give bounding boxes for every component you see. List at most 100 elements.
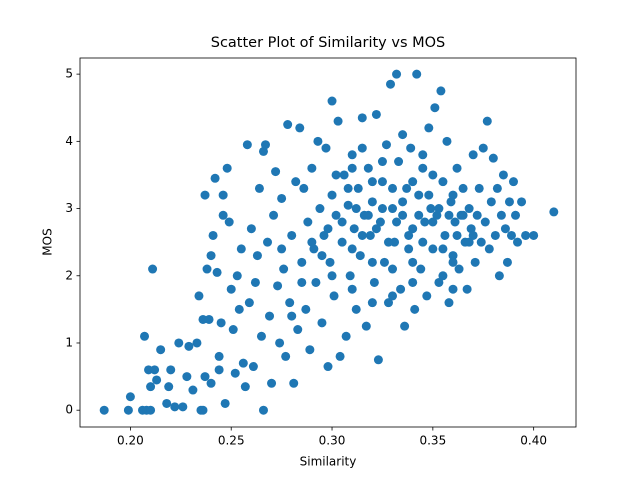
scatter-point [480, 217, 490, 227]
scatter-point [170, 402, 180, 412]
scatter-point [285, 298, 295, 308]
scatter-point [428, 244, 438, 254]
scatter-point [484, 244, 494, 254]
scatter-point [214, 365, 224, 375]
scatter-point [377, 177, 387, 187]
scatter-point [200, 372, 210, 382]
scatter-point [140, 331, 150, 341]
scatter-point [367, 298, 377, 308]
scatter-point [396, 284, 406, 294]
scatter-point [178, 402, 188, 412]
scatter-point [400, 321, 410, 331]
y-tick-label: 5 [65, 67, 73, 81]
scatter-point [152, 375, 162, 385]
scatter-point [289, 378, 299, 388]
scatter-point [529, 230, 539, 240]
scatter-point [448, 257, 458, 267]
scatter-point [287, 311, 297, 321]
scatter-point [436, 86, 446, 96]
scatter-point [327, 190, 337, 200]
scatter-point [438, 244, 448, 254]
scatter-point [204, 314, 214, 324]
scatter-point [267, 378, 277, 388]
scatter-point [291, 177, 301, 187]
scatter-point [408, 257, 418, 267]
scatter-point [494, 271, 504, 281]
scatter-point [317, 251, 327, 261]
y-tick-label: 1 [65, 335, 73, 349]
scatter-point [337, 237, 347, 247]
scatter-point [392, 69, 402, 79]
scatter-point [343, 183, 353, 193]
scatter-point [388, 291, 398, 301]
scatter-point [182, 372, 192, 382]
scatter-point [363, 210, 373, 220]
scatter-point [228, 325, 238, 335]
scatter-point [246, 224, 256, 234]
scatter-point [335, 351, 345, 361]
scatter-point [220, 398, 230, 408]
scatter-point [468, 230, 478, 240]
scatter-point [293, 325, 303, 335]
scatter-point [287, 230, 297, 240]
scatter-point [323, 362, 333, 372]
scatter-point [381, 140, 391, 150]
scatter-point [388, 264, 398, 274]
scatter-point [210, 173, 220, 183]
scatter-point [307, 163, 317, 173]
scatter-point [206, 251, 216, 261]
scatter-point [271, 167, 281, 177]
scatter-point [206, 378, 216, 388]
scatter-point [123, 405, 133, 415]
scatter-point [414, 190, 424, 200]
scatter-point [218, 190, 228, 200]
scatter-point [452, 230, 462, 240]
scatter-point [373, 355, 383, 365]
scatter-point [339, 170, 349, 180]
y-tick-label: 0 [65, 403, 73, 417]
scatter-point [440, 230, 450, 240]
scatter-point [506, 230, 516, 240]
scatter-point [398, 210, 408, 220]
scatter-point [424, 190, 434, 200]
scatter-point [256, 331, 266, 341]
scatter-point [517, 197, 527, 207]
x-tick-label: 0.40 [520, 434, 547, 448]
scatter-point [438, 271, 448, 281]
scatter-point [488, 153, 498, 163]
scatter-point [333, 116, 343, 126]
scatter-point [367, 197, 377, 207]
scatter-point [164, 382, 174, 392]
scatter-point [462, 284, 472, 294]
scatter-point [248, 362, 258, 372]
scatter-point [311, 277, 321, 287]
scatter-point [458, 210, 468, 220]
scatter-point [357, 113, 367, 123]
scatter-point [252, 251, 262, 261]
scatter-point [511, 210, 521, 220]
scatter-point [418, 163, 428, 173]
scatter-point [166, 365, 176, 375]
scatter-point [279, 264, 289, 274]
scatter-point [371, 109, 381, 119]
scatter-point [416, 264, 426, 274]
scatter-point [549, 207, 559, 217]
scatter-point [260, 140, 270, 150]
scatter-point [464, 237, 474, 247]
scatter-point [212, 267, 222, 277]
scatter-point [369, 277, 379, 287]
scatter-point [150, 365, 160, 375]
scatter-point [448, 190, 458, 200]
scatter-point [521, 230, 531, 240]
scatter-point [428, 217, 438, 227]
scatter-point [347, 163, 357, 173]
scatter-point [383, 298, 393, 308]
scatter-point [367, 257, 377, 267]
scatter-point [349, 224, 359, 234]
scatter-point [394, 157, 404, 167]
x-tick-label: 0.25 [218, 434, 245, 448]
scatter-point [156, 345, 166, 355]
scatter-point [377, 204, 387, 214]
scatter-point [351, 204, 361, 214]
scatter-point [174, 338, 184, 348]
